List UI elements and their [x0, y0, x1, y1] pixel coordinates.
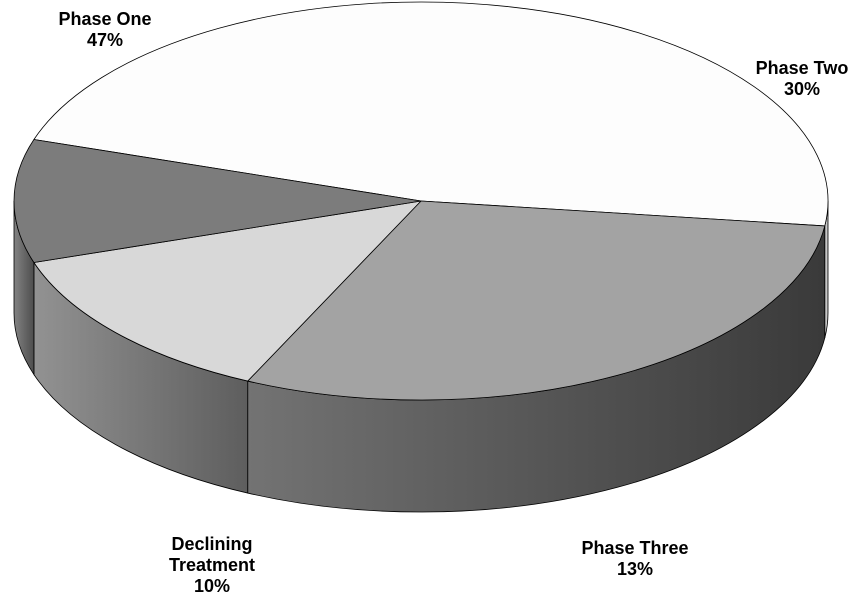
slice-label-phase-two: Phase Two 30% — [756, 58, 849, 99]
pie-slices — [13, 1, 829, 401]
slice-phase-two — [247, 200, 826, 401]
slice-phase-three — [33, 200, 422, 382]
slice-labels: Phase One 47% Phase Two 30% Phase Three 13% De… — [58, 9, 848, 596]
slice-label-phase-one: Phase One 47% — [58, 9, 151, 50]
slice-phase-one — [33, 1, 829, 227]
slice-label-declining-treatment: Declining Treatment 10% — [169, 534, 255, 596]
slice-declining-treatment — [13, 139, 422, 263]
slice-label-phase-three: Phase Three 13% — [581, 538, 688, 579]
